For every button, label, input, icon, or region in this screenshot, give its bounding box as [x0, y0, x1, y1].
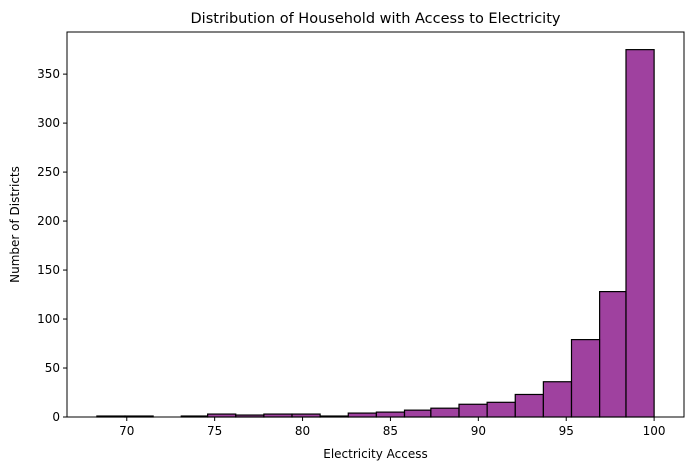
histogram-bar: [403, 409, 432, 418]
chart-title: Distribution of Household with Access to…: [191, 11, 561, 27]
x-axis-label: Electricity Access: [323, 447, 428, 461]
y-tick-label: 200: [37, 214, 60, 228]
x-tick-label: 85: [383, 424, 398, 438]
y-axis-label: Number of Districts: [8, 166, 22, 283]
x-tick-label: 80: [295, 424, 310, 438]
x-tick-label: 75: [207, 424, 222, 438]
x-tick-label: 90: [471, 424, 486, 438]
histogram-bar: [514, 393, 544, 418]
histogram-bar: [486, 401, 516, 418]
y-tick-label: 50: [45, 361, 60, 375]
y-tick-label: 100: [37, 312, 60, 326]
histogram-bar: [625, 49, 655, 418]
plot-frame: [66, 31, 685, 418]
x-tick-label: 100: [643, 424, 666, 438]
histogram-bar: [375, 411, 406, 418]
y-tick-label: 250: [37, 165, 60, 179]
x-tick-label: 95: [559, 424, 574, 438]
histogram-bar: [599, 291, 627, 418]
histogram-bar: [458, 403, 488, 418]
histogram-bars: [96, 49, 655, 418]
histogram-bar: [347, 412, 377, 418]
y-axis-ticks: 0 50 100 150 200 250 300 350: [37, 67, 67, 424]
y-tick-label: 350: [37, 67, 60, 81]
y-tick-label: 150: [37, 263, 60, 277]
x-tick-label: 70: [119, 424, 134, 438]
histogram-bar: [542, 381, 573, 418]
histogram-bar: [570, 339, 601, 418]
x-axis-ticks: 70 75 80 85 90 95 100: [119, 417, 666, 438]
y-tick-label: 0: [52, 410, 60, 424]
y-tick-label: 300: [37, 116, 60, 130]
histogram-bar: [430, 407, 460, 418]
